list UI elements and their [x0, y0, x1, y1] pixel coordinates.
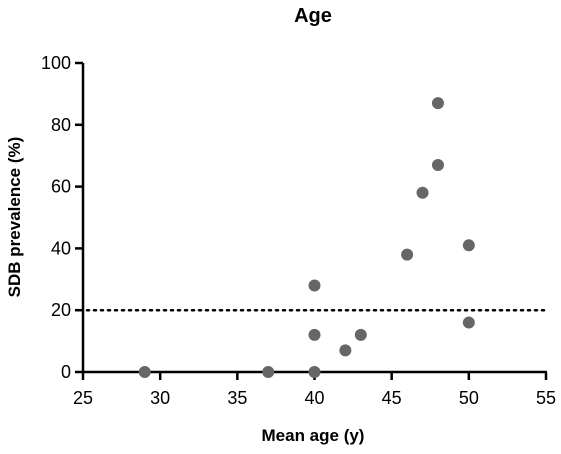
x-tick-label: 50: [459, 388, 479, 408]
y-tick-label: 40: [51, 238, 71, 258]
data-points: [138, 97, 475, 378]
data-point-4: [308, 279, 321, 292]
data-point-3: [308, 328, 321, 341]
data-point-7: [401, 248, 414, 261]
x-tick-label: 40: [304, 388, 324, 408]
data-point-1: [262, 366, 275, 378]
data-point-9: [431, 158, 444, 171]
x-tick-label: 35: [227, 388, 247, 408]
data-point-12: [462, 239, 475, 252]
x-axis-ticks: 25 30 35 40 45 50 55: [73, 372, 556, 408]
y-tick-label: 60: [51, 177, 71, 197]
plot-area: 0 20 40 60 80 100 25 30 35 40 45 50 55: [41, 53, 556, 408]
data-point-10: [431, 97, 444, 110]
x-tick-label: 25: [73, 388, 93, 408]
y-axis-label: SDB prevalence (%): [5, 137, 24, 298]
chart-title: Age: [294, 5, 332, 27]
x-axis-label: Mean age (y): [262, 426, 365, 445]
data-point-8: [416, 186, 429, 199]
y-tick-label: 80: [51, 115, 71, 135]
data-point-5: [339, 344, 352, 357]
data-point-0: [138, 366, 151, 378]
data-point-6: [354, 328, 367, 341]
data-point-2: [308, 366, 321, 378]
y-tick-label: 20: [51, 300, 71, 320]
y-tick-label: 0: [61, 362, 71, 382]
y-axis-ticks: 0 20 40 60 80 100: [41, 53, 83, 382]
x-tick-label: 45: [382, 388, 402, 408]
x-tick-label: 55: [536, 388, 556, 408]
x-tick-label: 30: [150, 388, 170, 408]
data-point-11: [462, 316, 475, 329]
y-tick-label: 100: [41, 53, 71, 73]
